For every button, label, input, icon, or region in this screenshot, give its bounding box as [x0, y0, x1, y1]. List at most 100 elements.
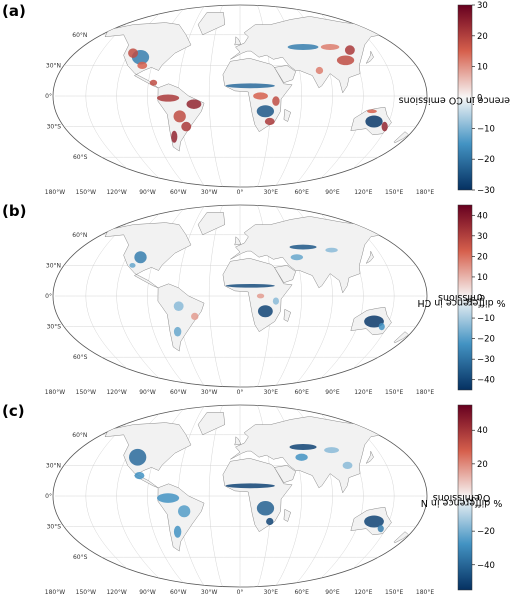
- longitude-label: 0°: [237, 589, 244, 596]
- emission-anomaly: [295, 453, 308, 461]
- longitude-label: 60°W: [170, 589, 187, 596]
- latitude-label: 60°N: [72, 432, 87, 439]
- emission-anomaly: [191, 312, 199, 320]
- emission-anomaly: [225, 83, 275, 89]
- panel-label: (b): [2, 202, 27, 220]
- longitude-label: 150°E: [385, 389, 403, 396]
- emission-anomaly: [289, 244, 317, 250]
- emission-anomaly: [272, 96, 280, 106]
- arabia: [273, 265, 297, 284]
- emission-anomaly: [156, 94, 180, 102]
- longitude-label: 90°E: [325, 189, 340, 196]
- emission-anomaly: [128, 48, 138, 58]
- north-america: [104, 422, 192, 489]
- longitude-label: 150°E: [385, 589, 403, 596]
- longitude-label: 60°W: [170, 189, 187, 196]
- emission-anomaly: [342, 461, 353, 469]
- longitude-label: 150°E: [385, 189, 403, 196]
- emission-anomaly: [171, 130, 178, 143]
- colorbar-tick-label: 20: [477, 252, 488, 262]
- longitude-label: 150°W: [76, 189, 96, 196]
- emission-anomaly: [137, 61, 148, 69]
- emission-anomaly: [320, 44, 340, 51]
- longitude-label: 120°W: [106, 389, 126, 396]
- emission-anomaly: [364, 515, 384, 528]
- latitude-label: 60°S: [73, 354, 88, 361]
- emission-anomaly: [256, 293, 265, 299]
- longitude-label: 90°E: [325, 589, 340, 596]
- longitude-label: 60°E: [294, 189, 309, 196]
- emission-anomaly: [149, 79, 158, 86]
- new-zealand: [393, 331, 410, 344]
- arabia: [273, 65, 297, 84]
- emission-anomaly: [134, 251, 147, 264]
- longitude-label: 0°: [237, 189, 244, 196]
- emission-anomaly: [253, 92, 268, 100]
- colorbar-tick-label: −20: [477, 155, 495, 165]
- panel-label: (c): [2, 402, 25, 420]
- emission-anomaly: [178, 505, 191, 518]
- longitude-label: 180°E: [416, 189, 434, 196]
- emission-anomaly: [181, 121, 192, 132]
- longitude-label: 60°W: [170, 389, 187, 396]
- longitude-label: 180°W: [45, 189, 65, 196]
- uk: [234, 436, 242, 446]
- latitude-label: 60°S: [73, 154, 88, 161]
- longitude-label: 30°W: [201, 589, 218, 596]
- emission-anomaly: [378, 323, 385, 331]
- latitude-label: 0°: [45, 293, 52, 300]
- latitude-label: 0°: [45, 493, 52, 500]
- europe-asia: [230, 216, 382, 294]
- longitude-label: 30°W: [201, 389, 218, 396]
- longitude-label: 90°W: [139, 589, 156, 596]
- madagascar: [283, 508, 292, 522]
- emission-anomaly: [315, 66, 324, 75]
- latitude-label: 30°S: [47, 524, 62, 531]
- new-zealand: [393, 131, 410, 144]
- emission-anomaly: [287, 44, 319, 51]
- colorbar-tick-label: −10: [477, 124, 495, 134]
- colorbar-tick-label: −40: [477, 561, 495, 571]
- emission-anomaly: [336, 55, 355, 66]
- emission-anomaly: [225, 483, 275, 489]
- emission-anomaly: [173, 525, 182, 538]
- colorbar-tick-label: 10: [477, 273, 488, 283]
- longitude-label: 90°W: [139, 189, 156, 196]
- emission-anomaly: [272, 297, 280, 305]
- longitude-label: 60°E: [294, 589, 309, 596]
- longitude-label: 30°E: [264, 389, 279, 396]
- colorbar-tick-label: −10: [477, 314, 495, 324]
- colorbar-tick-label: 30: [477, 232, 488, 242]
- world-map: 60°N 30°N 0° 30°S 60°S 180°W 150°W 120°W 90°W 60°…: [45, 404, 495, 596]
- emission-anomaly: [344, 45, 355, 55]
- uk: [234, 36, 242, 46]
- latitude-label: 30°N: [46, 462, 61, 469]
- emission-anomaly: [129, 448, 147, 466]
- emission-anomaly: [173, 326, 182, 337]
- longitude-label: 180°W: [45, 389, 65, 396]
- emission-anomaly: [134, 472, 145, 480]
- latitude-label: 60°N: [72, 32, 87, 39]
- colorbar-tick-label: 20: [477, 460, 488, 470]
- graticule-line: [208, 405, 224, 587]
- colorbar-tick-label: −30: [477, 355, 495, 365]
- colorbar-tick-label: 40: [477, 211, 488, 221]
- longitude-label: 60°E: [294, 389, 309, 396]
- north-america: [104, 222, 192, 289]
- colorbar-tick-label: 20: [477, 32, 488, 42]
- madagascar: [283, 308, 292, 322]
- longitude-label: 30°E: [264, 189, 279, 196]
- emission-anomaly: [365, 115, 383, 128]
- longitude-label: 120°W: [106, 189, 126, 196]
- emission-anomaly: [289, 444, 317, 451]
- panel-label: (a): [2, 2, 26, 20]
- greenland: [197, 412, 226, 436]
- longitude-label: 90°W: [139, 389, 156, 396]
- emission-anomaly: [324, 447, 339, 454]
- longitude-label: 180°W: [45, 589, 65, 596]
- longitude-label: 120°W: [106, 589, 126, 596]
- colorbar-tick-label: 0: [477, 94, 482, 104]
- panel-a: (a) 60°N 30°N 0° 30°S 60°S 180°W 150°W 120°W 90°…: [0, 0, 510, 200]
- colorbar-tick-label: −20: [477, 527, 495, 537]
- colorbar-tick-label: 10: [477, 63, 488, 73]
